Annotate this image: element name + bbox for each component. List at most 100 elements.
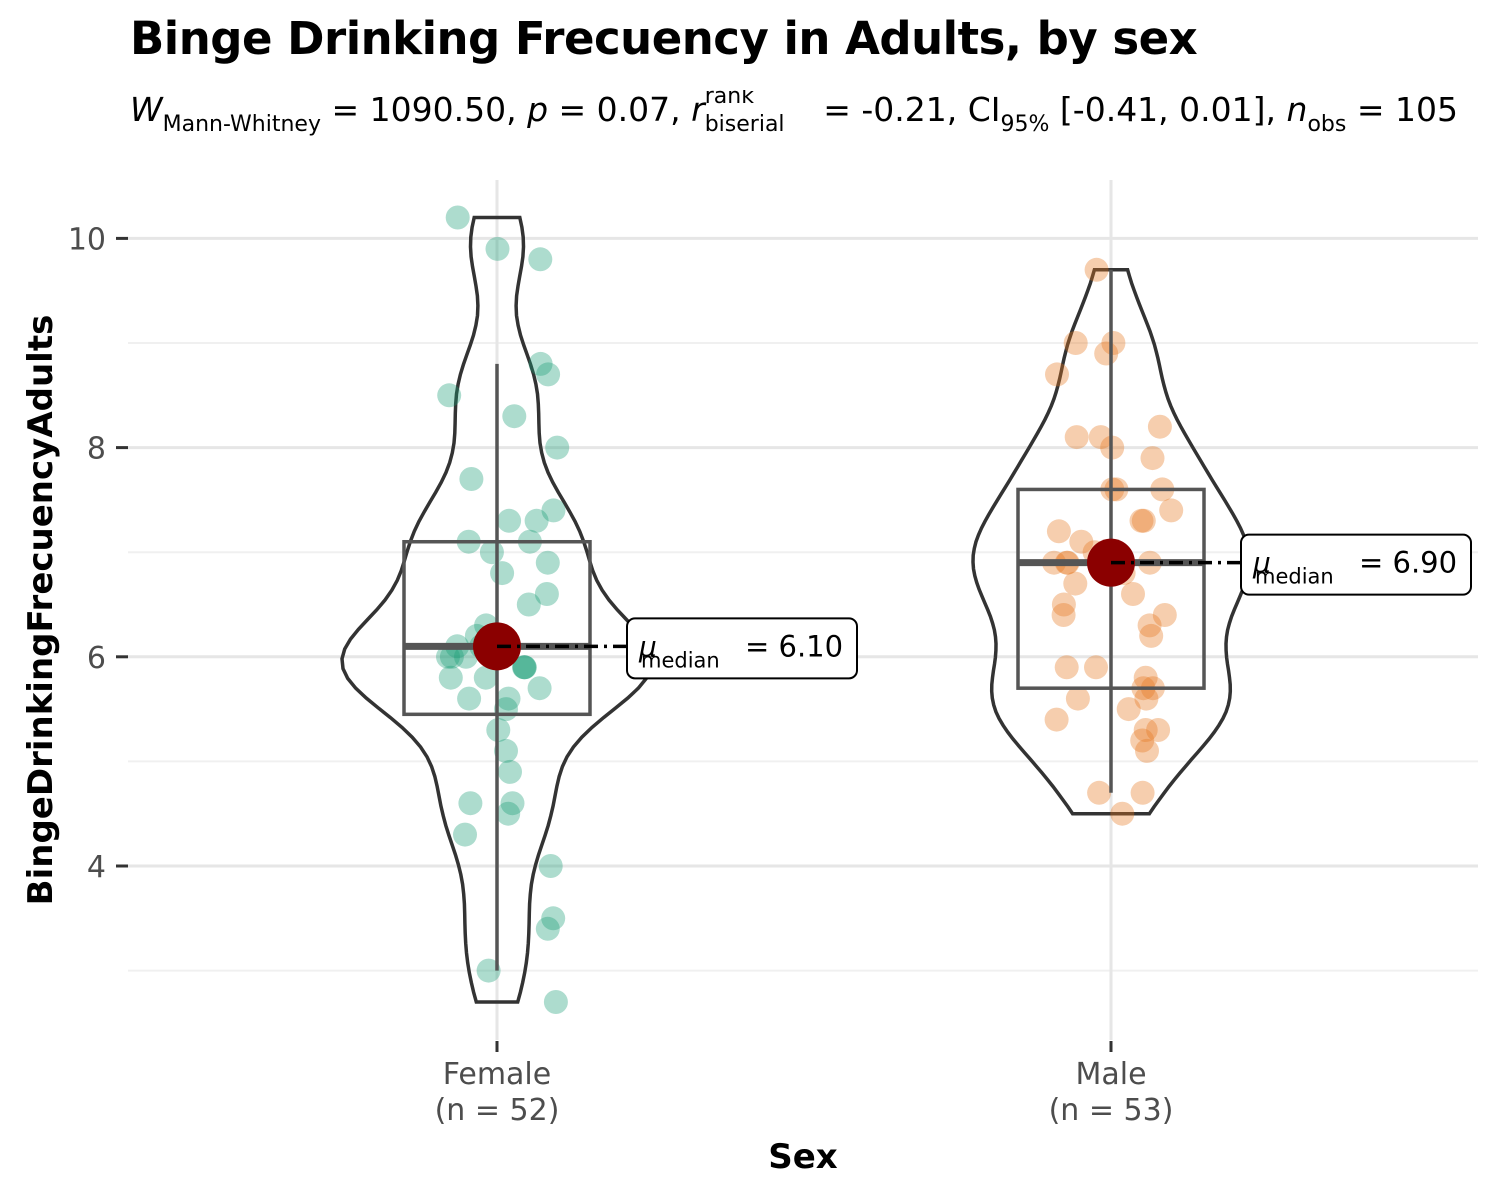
chart-subtitle: WMann-Whitney = 1090.50, p = 0.07, rrank… [130, 90, 1500, 137]
data-point [1135, 738, 1159, 763]
median-label-sub: median [641, 648, 720, 672]
data-point [1051, 592, 1076, 617]
data-point [494, 738, 518, 763]
median-label-value: = 6.10 [745, 629, 843, 663]
data-point [496, 801, 521, 826]
subtitle-w-symbol: W [130, 90, 163, 129]
data-point [1133, 718, 1158, 742]
subtitle-n-sub: obs [1307, 112, 1347, 137]
data-point [541, 906, 566, 931]
data-point [1152, 603, 1177, 627]
data-point [454, 644, 478, 669]
data-point [479, 540, 504, 565]
subtitle-r-symbol: r [691, 90, 714, 129]
data-point [1044, 707, 1069, 732]
subtitle-p-symbol: p [527, 90, 549, 129]
data-point [437, 383, 462, 408]
data-point [1137, 613, 1162, 638]
median-label-value: = 6.90 [1359, 546, 1457, 580]
violin-outline [340, 215, 654, 1004]
data-point [1069, 529, 1094, 554]
data-point [497, 508, 522, 533]
data-point [1084, 655, 1108, 680]
data-point [1045, 362, 1069, 387]
x-axis: Female(n = 52) Male(n = 53) [435, 1041, 1174, 1128]
data-point [1159, 498, 1184, 523]
data-point [1063, 331, 1088, 355]
data-point [457, 686, 482, 711]
data-point [1088, 425, 1113, 450]
data-point [1101, 331, 1126, 355]
data-point [1116, 697, 1141, 722]
data-point [538, 854, 563, 878]
y-axis: 4 6 8 10 [68, 222, 128, 885]
data-point [535, 916, 560, 941]
box [402, 539, 592, 717]
data-point [512, 655, 537, 680]
data-point [476, 958, 501, 983]
subtitle-r-sup: rank [704, 90, 754, 109]
data-point [527, 676, 552, 701]
data-point [528, 247, 553, 272]
data-point [439, 644, 464, 669]
data-point [536, 362, 561, 387]
x-tick-count-label: (n = 52) [435, 1093, 560, 1128]
subtitle-w-value: = 1090.50, [331, 90, 517, 129]
y-tick-label: 4 [87, 850, 106, 885]
subtitle-ci-sub: 95% [1000, 112, 1050, 137]
data-point [1130, 780, 1155, 805]
y-axis-title: BingeDrinkingFrecuencyAdults [21, 315, 61, 906]
subtitle-n-value: = 105 [1356, 90, 1458, 129]
data-point [1121, 582, 1145, 606]
data-point [1046, 519, 1071, 544]
subtitle-r-value: = -0.21, [823, 90, 958, 129]
data-point [453, 822, 477, 847]
data-point [1147, 414, 1172, 439]
subtitle-n-symbol: n [1286, 90, 1308, 129]
median-label-box [626, 617, 858, 680]
data-point [1054, 655, 1079, 680]
data-point [528, 351, 553, 376]
data-point [485, 236, 510, 261]
data-point [1140, 446, 1165, 471]
x-tick-label: Female [443, 1057, 551, 1092]
data-point [1131, 508, 1156, 533]
chart-title: Binge Drinking Frecuency in Adults, by s… [130, 12, 1198, 65]
data-point [1064, 425, 1089, 450]
violin-outline [971, 268, 1251, 816]
data-point [512, 655, 536, 680]
data-point [1146, 718, 1171, 742]
data-point [490, 561, 515, 586]
x-axis-title: Sex [768, 1137, 838, 1177]
data-point [502, 404, 527, 429]
median-label-sub: median [1255, 565, 1334, 589]
data-point [445, 205, 470, 230]
data-point [436, 644, 460, 669]
data-point [541, 498, 566, 523]
data-point [543, 990, 568, 1014]
data-point [1133, 665, 1158, 690]
y-tick-label: 10 [68, 222, 106, 257]
data-point [512, 655, 537, 680]
data-point [458, 791, 483, 816]
data-point [1134, 686, 1159, 711]
data-point [1139, 623, 1164, 648]
x-tick-count-label: (n = 53) [1049, 1093, 1174, 1128]
data-point [516, 592, 541, 617]
data-point [1094, 341, 1119, 366]
subtitle-r-scripts: rank biserial [705, 90, 813, 137]
subtitle-r-sub: biserial [704, 112, 785, 137]
data-point [1110, 801, 1135, 826]
x-tick-label: Male [1075, 1057, 1146, 1092]
data-point [1063, 571, 1088, 596]
box [1016, 487, 1206, 690]
data-point [1051, 603, 1076, 627]
data-point [438, 665, 463, 690]
median-label-box [1240, 533, 1472, 596]
data-point [524, 508, 549, 533]
data-point [1084, 257, 1109, 282]
data-point [498, 759, 522, 784]
median-label-symbol: μ [638, 630, 657, 663]
